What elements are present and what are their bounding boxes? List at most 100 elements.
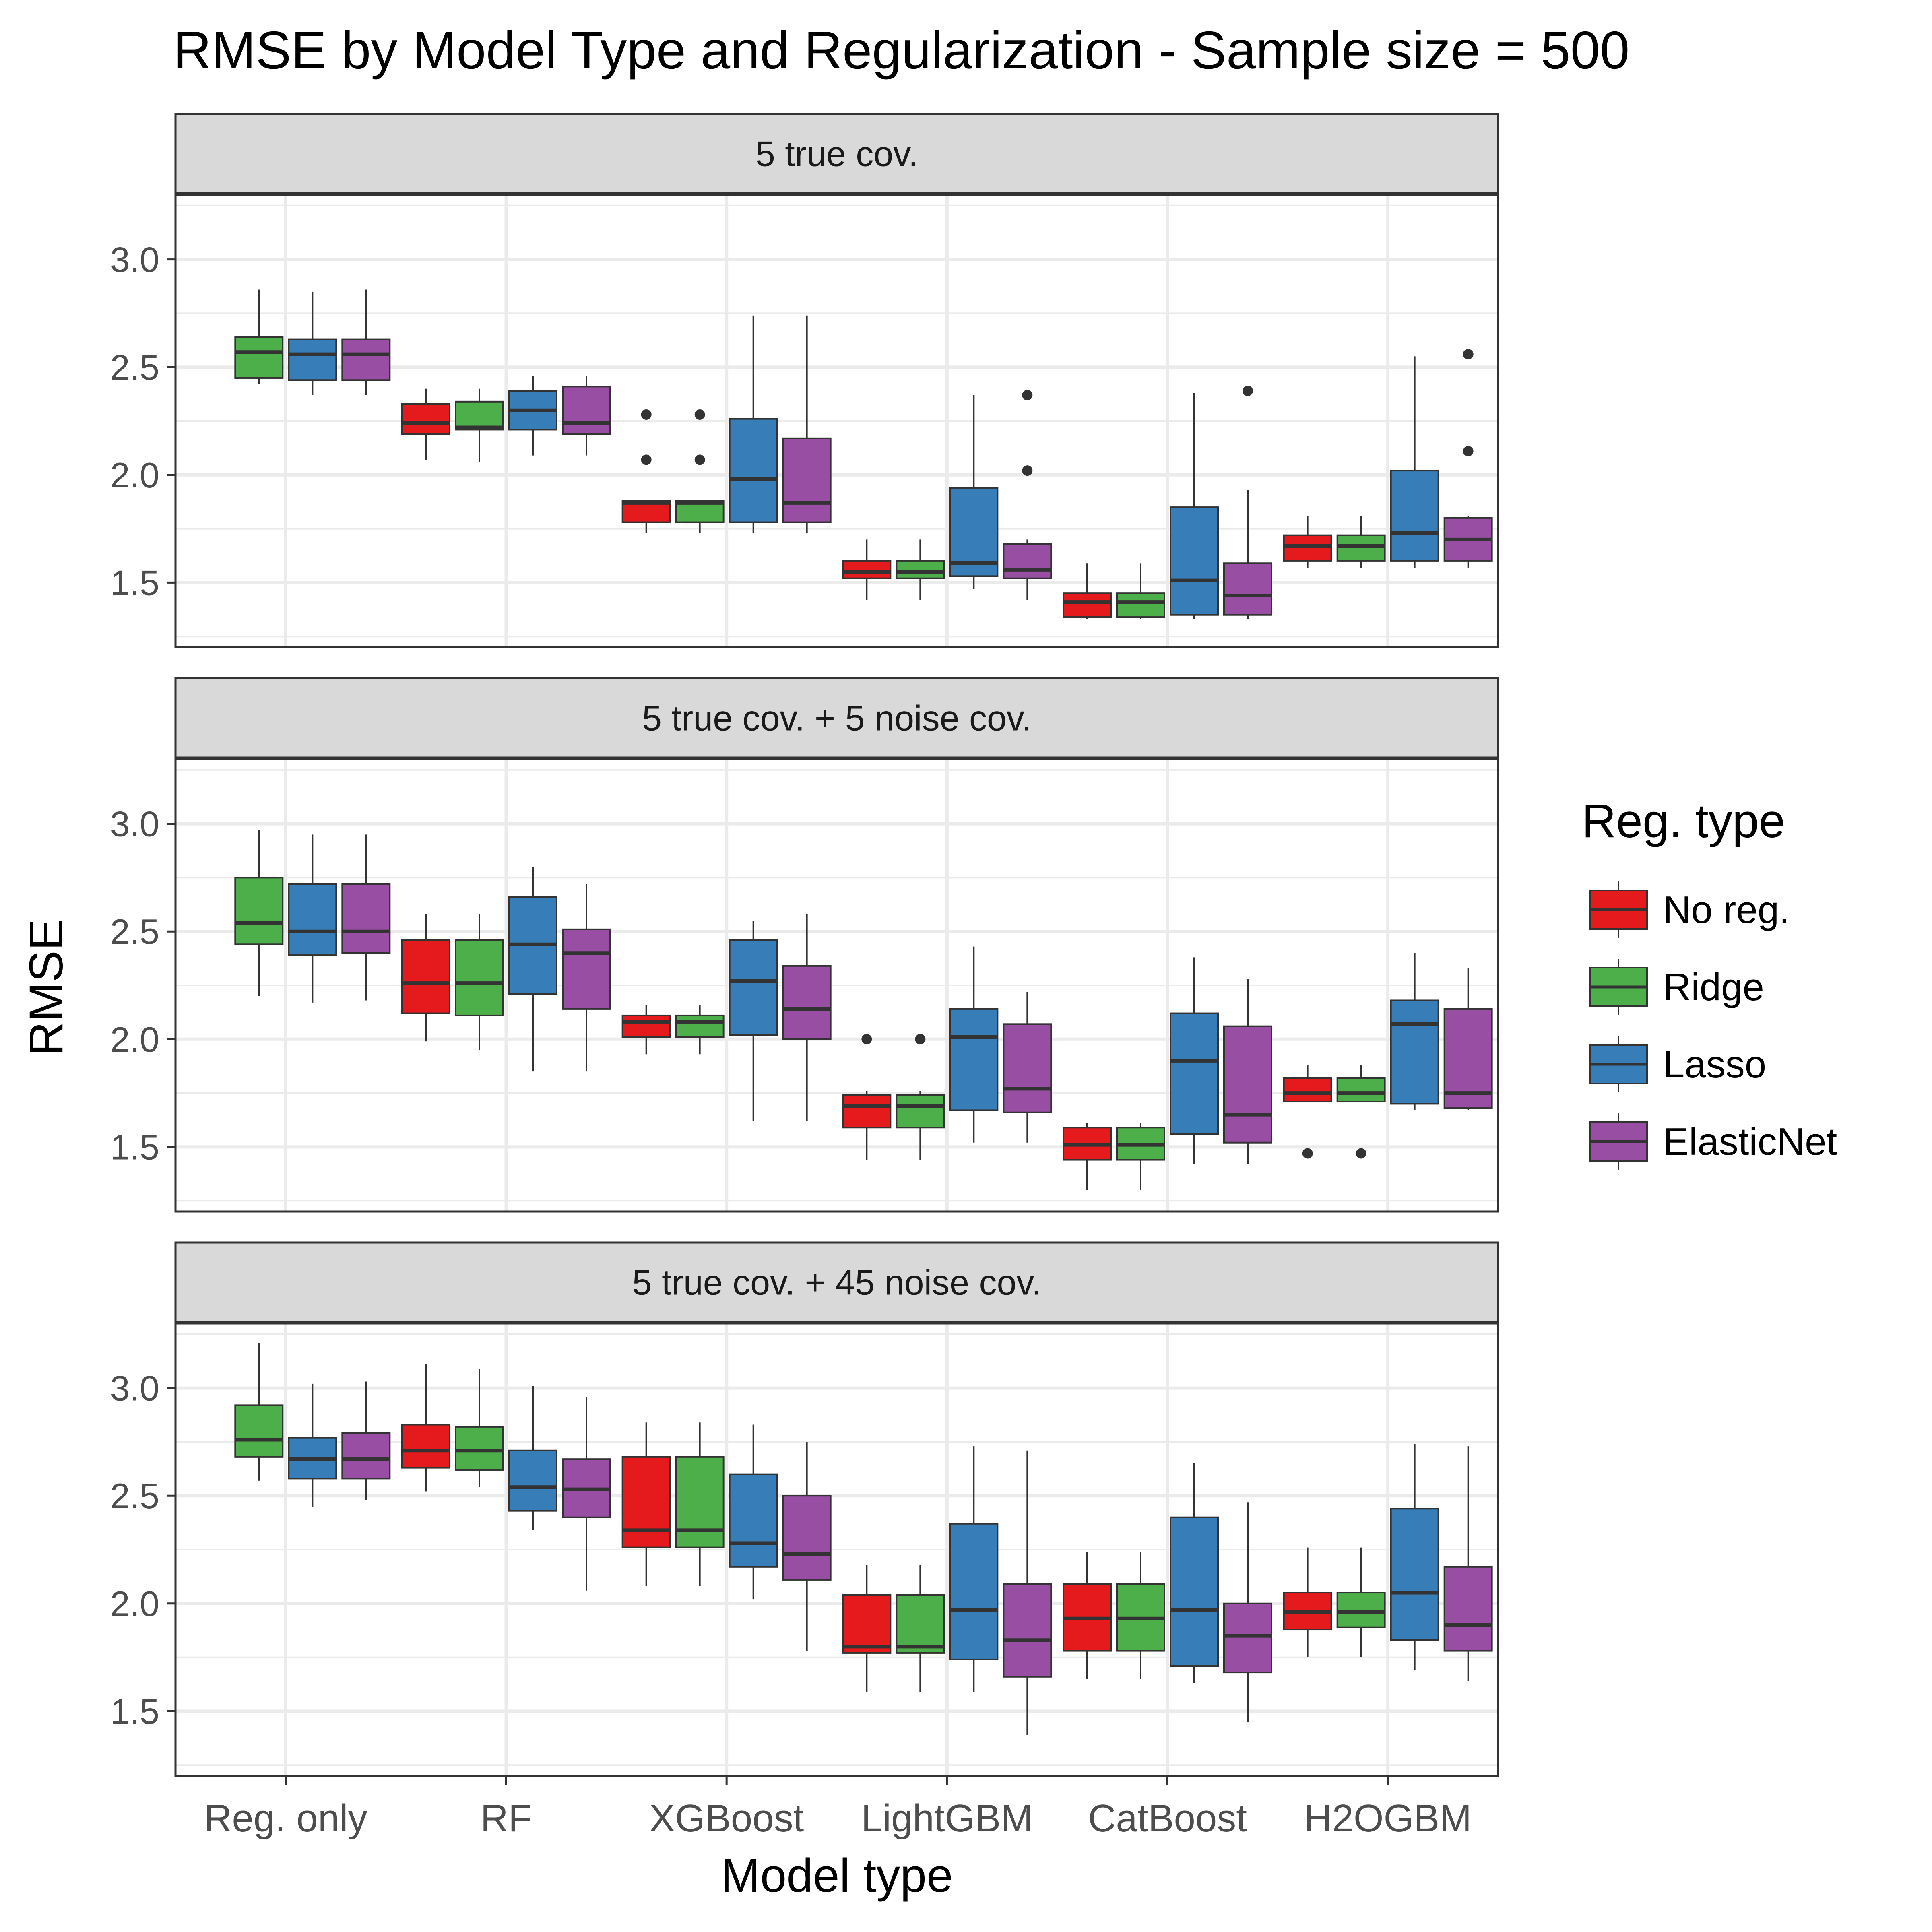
box-rf-ridge [455, 1368, 504, 1487]
box-iqr [234, 1404, 284, 1458]
box-iqr [1223, 562, 1272, 616]
box-iqr [729, 1473, 778, 1568]
box-h2ogbm-elasticnet [1443, 968, 1493, 1110]
box-iqr [288, 338, 337, 381]
x-tick-label: RF [481, 1797, 532, 1840]
box-h2ogbm-elasticnet [1443, 349, 1493, 568]
facet-strip [174, 1241, 1499, 1323]
box-iqr [842, 1594, 892, 1654]
box-h2ogbm-lasso [1390, 356, 1439, 568]
box-iqr [401, 403, 450, 435]
legend-item-ridge: Ridge [1589, 959, 1764, 1015]
facet-strip-label: 5 true cov. + 45 noise cov. [632, 1263, 1042, 1302]
box-iqr [341, 883, 391, 954]
box-rf-no-reg [401, 914, 450, 1042]
box-iqr [1283, 1077, 1332, 1103]
box-iqr [288, 883, 337, 956]
box-lightgbm-elasticnet [1003, 390, 1052, 600]
box-iqr [1003, 1583, 1052, 1678]
box-reg-only-lasso [288, 834, 337, 1003]
box-h2ogbm-ridge [1336, 516, 1386, 568]
x-tick-label: H2OGBM [1304, 1797, 1472, 1840]
panel-border [174, 1322, 1499, 1777]
box-h2ogbm-lasso [1390, 953, 1439, 1110]
box-reg-only-elasticnet [341, 834, 391, 1001]
outlier-point [641, 409, 652, 420]
box-lightgbm-ridge [896, 539, 945, 600]
box-reg-only-lasso [288, 291, 337, 395]
box-lightgbm-no-reg [842, 1565, 892, 1692]
facet-panels: 5 true cov.1.52.02.53.05 true cov. + 5 n… [110, 113, 1499, 1777]
box-catboost-no-reg [1063, 563, 1112, 619]
box-rf-ridge [455, 914, 504, 1050]
box-iqr [675, 1456, 724, 1548]
box-lightgbm-lasso [949, 395, 999, 589]
box-lightgbm-no-reg [842, 1034, 892, 1160]
outlier-point [1243, 386, 1253, 396]
x-tick-label: CatBoost [1088, 1797, 1247, 1840]
box-rf-elasticnet [562, 376, 611, 456]
box-iqr [896, 1094, 945, 1129]
box-iqr [1116, 592, 1165, 618]
box-iqr [455, 400, 504, 431]
box-iqr [949, 1008, 999, 1111]
box-catboost-ridge [1116, 1123, 1165, 1190]
box-xgboost-ridge [675, 409, 724, 533]
y-tick-label: 2.5 [110, 1476, 159, 1516]
facet-panel-1: 5 true cov. 1.5 2.0 2.5 3.0 [110, 113, 1499, 648]
box-xgboost-no-reg [621, 409, 671, 533]
legend-title: Reg. type [1582, 795, 1785, 848]
y-tick-label: 1.5 [110, 1691, 159, 1731]
box-iqr [1336, 1592, 1386, 1628]
outlier-point [694, 454, 705, 465]
box-xgboost-ridge [675, 1422, 724, 1586]
y-tick-label: 3.0 [110, 240, 159, 280]
facet-panel-2: 5 true cov. + 5 noise cov. 1.5 2.0 2.5 3.0 [110, 677, 1499, 1213]
y-axis-title: RMSE [20, 919, 73, 1056]
panel-border [174, 758, 1499, 1213]
outlier-point [861, 1034, 872, 1044]
box-reg-only-ridge [234, 830, 284, 996]
y-tick-label: 3.0 [110, 804, 159, 844]
box-catboost-lasso [1170, 957, 1219, 1164]
box-iqr [782, 1495, 832, 1581]
outlier-point [1356, 1148, 1366, 1159]
box-iqr [562, 928, 611, 1010]
facet-strip-label: 5 true cov. [755, 134, 918, 174]
legend: Reg. type No reg. Ridge Lasso ElasticNet [1582, 795, 1837, 1170]
box-rf-lasso [508, 376, 557, 456]
box-lightgbm-no-reg [842, 539, 892, 600]
box-lightgbm-elasticnet [1003, 992, 1052, 1143]
facet-strip [174, 113, 1499, 194]
outlier-point [915, 1034, 926, 1044]
y-tick-label: 1.5 [110, 563, 159, 603]
box-iqr [1390, 1508, 1439, 1641]
box-lightgbm-ridge [896, 1034, 945, 1160]
box-lightgbm-lasso [949, 946, 999, 1143]
box-h2ogbm-no-reg [1283, 516, 1332, 568]
legend-item-lasso: Lasso [1589, 1036, 1766, 1092]
box-h2ogbm-elasticnet [1443, 1446, 1493, 1681]
box-xgboost-no-reg [621, 1422, 671, 1586]
y-tick-label: 2.5 [110, 912, 159, 952]
box-reg-only-elasticnet [341, 289, 391, 395]
box-reg-only-lasso [288, 1383, 337, 1507]
box-rf-ridge [455, 388, 504, 462]
box-catboost-elasticnet [1223, 386, 1272, 619]
box-iqr [842, 1094, 892, 1129]
box-xgboost-ridge [675, 1005, 724, 1055]
box-iqr [675, 1014, 724, 1038]
legend-label: Ridge [1663, 966, 1764, 1009]
box-iqr [1336, 1077, 1386, 1103]
box-iqr [1223, 1025, 1272, 1144]
outlier-point [1463, 446, 1474, 456]
x-tick-label: XGBoost [649, 1797, 804, 1840]
box-rf-lasso [508, 1386, 557, 1530]
box-reg-only-ridge [234, 289, 284, 385]
y-tick-label: 1.5 [110, 1127, 159, 1167]
legend-item-elasticnet: ElasticNet [1589, 1113, 1837, 1170]
box-xgboost-lasso [729, 921, 778, 1121]
box-iqr [1170, 506, 1219, 616]
box-iqr [842, 560, 892, 579]
box-iqr [782, 965, 832, 1040]
